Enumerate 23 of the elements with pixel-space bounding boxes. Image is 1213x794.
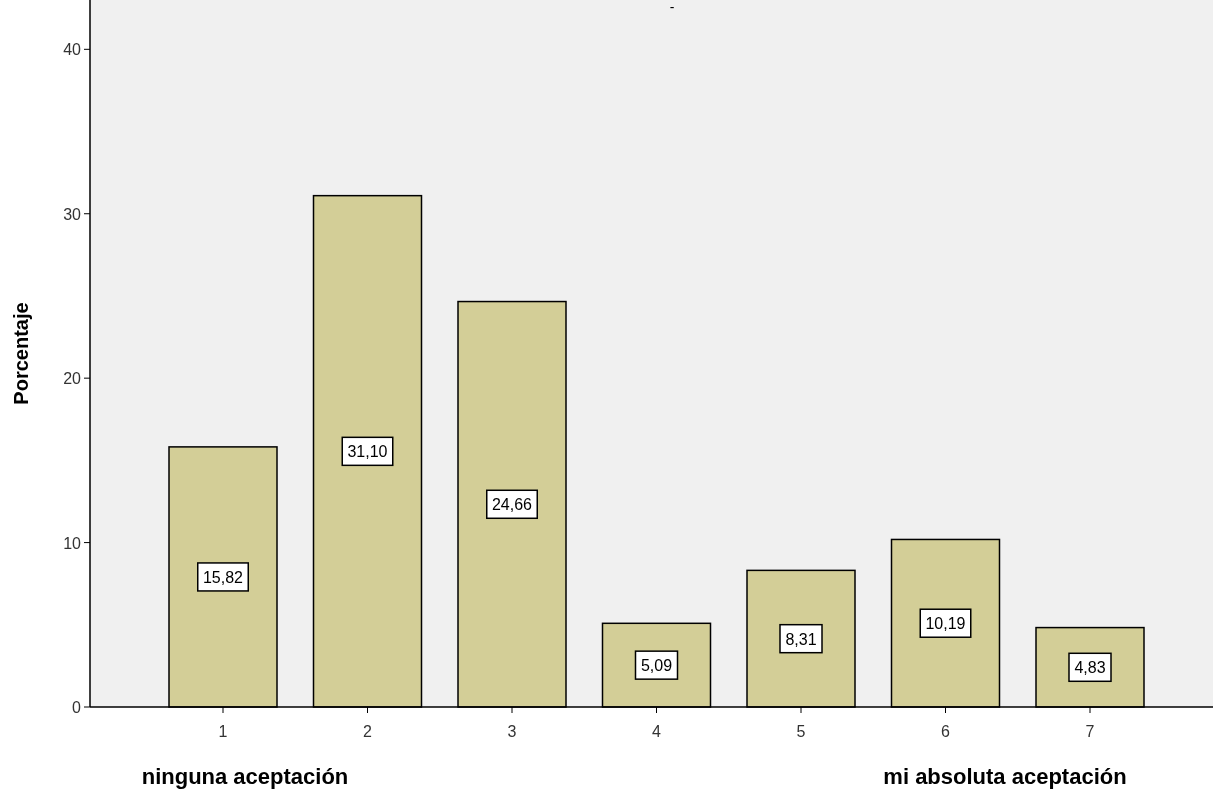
x-tick-label: 4 [652,723,662,740]
x-tick-label: 6 [941,723,951,740]
data-label: 4,83 [1074,659,1106,677]
y-tick-label: 0 [72,699,82,716]
x-tick-label: 5 [796,723,806,740]
text: mi absoluta aceptación [883,764,1127,789]
data-label: 8,31 [785,630,817,648]
x-tick-label: 2 [363,723,373,740]
y-tick-label: 20 [63,370,82,388]
data-label: 15,82 [202,568,244,586]
data-label: 24,66 [491,496,533,514]
data-label: 10,19 [925,615,966,633]
x-tick-label: 3 [507,723,517,740]
chart-title: - [669,0,675,15]
x-tick-label: 1 [218,723,228,740]
y-tick-label: 40 [63,41,82,59]
y-tick-label: 10 [63,534,82,552]
data-label: 5,09 [640,657,673,675]
x-tick-label: 7 [1085,723,1095,740]
y-tick-label: 30 [63,205,82,223]
y-axis-title: Porcentaje [10,302,32,405]
data-label: 31,10 [347,443,388,461]
text: ninguna aceptación [141,764,349,789]
